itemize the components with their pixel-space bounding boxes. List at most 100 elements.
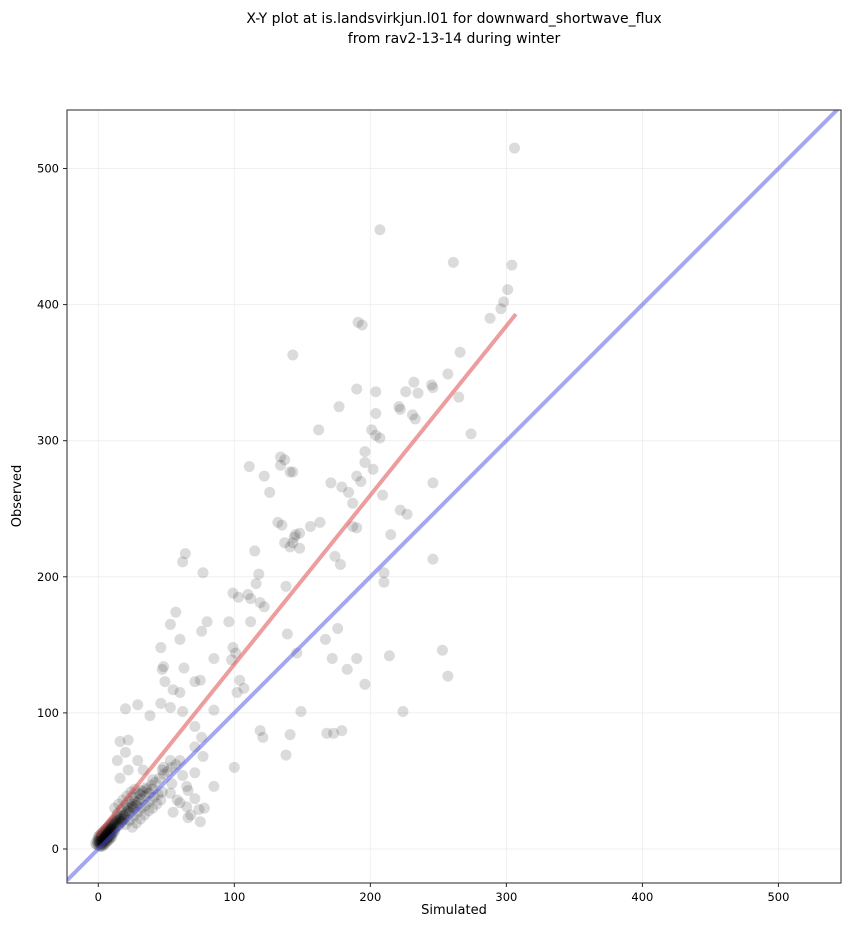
scatter-point bbox=[189, 676, 201, 688]
scatter-point bbox=[193, 804, 205, 816]
scatter-point bbox=[171, 794, 183, 806]
scatter-point bbox=[114, 772, 126, 784]
scatter-point bbox=[198, 802, 210, 814]
scatter-point bbox=[258, 601, 270, 613]
scatter-point bbox=[155, 794, 167, 806]
scatter-point bbox=[208, 704, 220, 716]
scatter-point bbox=[427, 553, 439, 565]
scatter-point bbox=[189, 793, 201, 805]
scatter-point bbox=[254, 597, 266, 609]
scatter-point bbox=[397, 706, 409, 718]
scatter-point bbox=[352, 316, 364, 328]
scatter-point bbox=[287, 466, 299, 478]
scatter-point bbox=[351, 383, 363, 395]
scatter-point bbox=[383, 650, 395, 662]
scatter-point bbox=[294, 527, 306, 539]
scatter-point bbox=[126, 821, 138, 833]
x-tick-label: 400 bbox=[631, 890, 653, 904]
scatter-point bbox=[284, 541, 296, 553]
scatter-point bbox=[264, 486, 276, 498]
scatter-point bbox=[164, 618, 176, 630]
scatter-point bbox=[92, 833, 104, 845]
scatter-point bbox=[143, 805, 155, 817]
scatter-point bbox=[179, 548, 191, 560]
scatter-points bbox=[90, 142, 521, 852]
scatter-point bbox=[408, 376, 420, 388]
scatter-point bbox=[332, 623, 344, 635]
scatter-point bbox=[465, 428, 477, 440]
scatter-point bbox=[447, 256, 459, 268]
scatter-point bbox=[295, 706, 307, 718]
scatter-point bbox=[314, 516, 326, 528]
scatter-point bbox=[155, 697, 167, 709]
scatter-point bbox=[279, 454, 291, 466]
scatter-point bbox=[151, 798, 163, 810]
scatter-point bbox=[122, 802, 134, 814]
scatter-point bbox=[155, 642, 167, 654]
scatter-point bbox=[284, 466, 296, 478]
scatter-point bbox=[181, 801, 193, 813]
scatter-point bbox=[125, 801, 137, 813]
scatter-point bbox=[242, 588, 254, 600]
scatter-point bbox=[319, 633, 331, 645]
scatter-point bbox=[287, 537, 299, 549]
scatter-point bbox=[227, 587, 239, 599]
scatter-point bbox=[333, 401, 345, 413]
scatter-point bbox=[234, 674, 246, 686]
scatter-point bbox=[158, 661, 170, 673]
scatter-point bbox=[147, 774, 159, 786]
scatter-point bbox=[201, 616, 213, 628]
x-tick-label: 100 bbox=[223, 890, 245, 904]
scatter-point bbox=[228, 761, 240, 773]
scatter-point bbox=[377, 489, 389, 501]
scatter-point bbox=[107, 818, 119, 830]
scatter-point bbox=[109, 817, 121, 829]
scatter-point bbox=[232, 591, 244, 603]
scatter-point bbox=[347, 497, 359, 509]
scatter-point bbox=[177, 706, 189, 718]
scatter-point bbox=[284, 729, 296, 741]
scatter-point bbox=[370, 407, 382, 419]
scatter-point bbox=[167, 806, 179, 818]
scatter-point bbox=[110, 816, 122, 828]
scatter-point bbox=[336, 725, 348, 737]
scatter-point bbox=[394, 504, 406, 516]
scatter-point bbox=[197, 567, 209, 579]
scatter-point bbox=[147, 802, 159, 814]
scatter-point bbox=[484, 312, 496, 324]
scatter-point bbox=[114, 735, 126, 747]
scatter-point bbox=[141, 783, 153, 795]
scatter-point bbox=[394, 403, 406, 415]
scatter-point bbox=[129, 795, 141, 807]
scatter-point bbox=[356, 319, 368, 331]
scatter-point bbox=[149, 776, 161, 788]
regression-line bbox=[95, 312, 518, 837]
scatter-point bbox=[412, 387, 424, 399]
scatter-point bbox=[91, 835, 103, 847]
scatter-point bbox=[114, 810, 126, 822]
scatter-point bbox=[196, 625, 208, 637]
scatter-point bbox=[189, 720, 201, 732]
scatter-point bbox=[442, 368, 454, 380]
scatter-point bbox=[159, 676, 171, 688]
scatter-point bbox=[378, 576, 390, 588]
scatter-point bbox=[409, 413, 421, 425]
scatter-point bbox=[287, 349, 299, 361]
scatter-point bbox=[245, 616, 257, 628]
scatter-point bbox=[279, 537, 291, 549]
scatter-point bbox=[374, 432, 386, 444]
scatter-point bbox=[401, 508, 413, 520]
scatter-point bbox=[134, 789, 146, 801]
scatter-point bbox=[313, 424, 325, 436]
scatter-point bbox=[280, 580, 292, 592]
scatter-point bbox=[393, 401, 405, 413]
scatter-point bbox=[122, 764, 134, 776]
scatter-point bbox=[156, 764, 168, 776]
scatter-point bbox=[378, 567, 390, 579]
scatter-point bbox=[121, 805, 133, 817]
scatter-point bbox=[136, 784, 148, 796]
scatter-point bbox=[231, 686, 243, 698]
scatter-point bbox=[280, 749, 292, 761]
scatter-point bbox=[343, 486, 355, 498]
y-tick-label: 0 bbox=[52, 842, 59, 856]
